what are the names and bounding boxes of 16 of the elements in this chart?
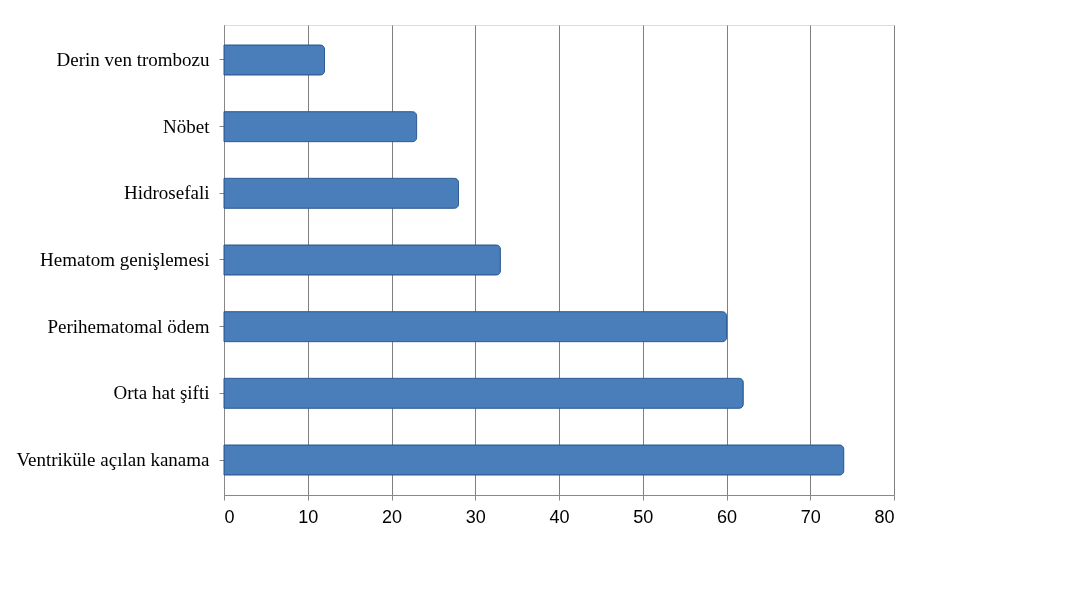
y-tick-label: Perihematomal ödem — [47, 315, 210, 337]
y-tick-label: Derin ven trombozu — [56, 49, 210, 70]
x-tick-label: 20 — [381, 506, 403, 527]
x-tick-label: 70 — [800, 506, 821, 527]
x-tick-label: 80 — [874, 506, 895, 527]
x-tick-label: 40 — [549, 506, 570, 527]
y-tick-label: Hidrosefali — [124, 182, 210, 204]
x-tick-label: 30 — [465, 506, 486, 527]
x-tick-label: 10 — [298, 506, 319, 527]
x-tick-label: 50 — [633, 506, 654, 527]
y-tick-label: Orta hat şifti — [113, 382, 210, 404]
y-tick-label: Hematom genişlemesi — [40, 249, 210, 270]
x-tick-label: 60 — [716, 506, 738, 527]
x-tick-label: 0 — [224, 506, 235, 527]
y-tick-label: Nöbet — [163, 115, 211, 137]
y-tick-label: Ventriküle açılan kanama — [16, 449, 211, 470]
